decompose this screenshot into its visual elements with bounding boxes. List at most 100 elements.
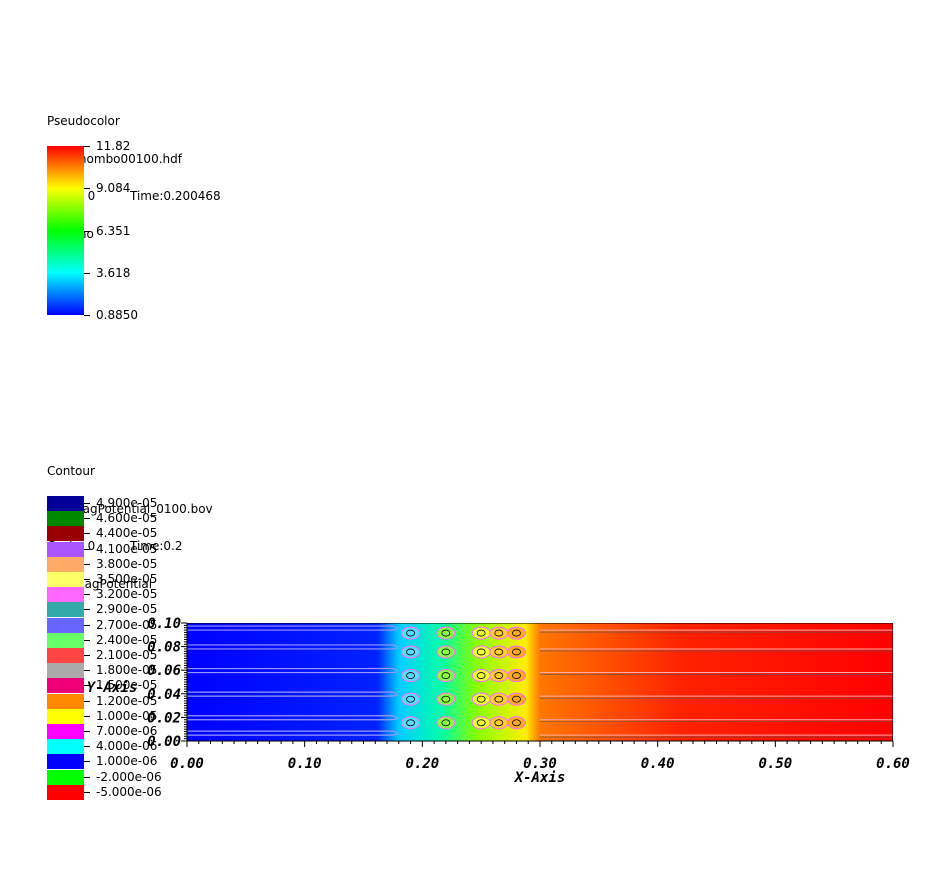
pseudocolor-tick-label: 9.084: [96, 181, 131, 196]
field-blob-core: [441, 648, 451, 656]
field-blob: [489, 692, 509, 706]
field-blob-core: [441, 719, 451, 727]
contour-level-swatch: [47, 602, 84, 618]
contour-level-swatch: [47, 724, 84, 739]
contour-level-swatch: [47, 693, 84, 709]
field-blob-core: [512, 648, 521, 656]
field-blob: [489, 716, 509, 730]
contour-level-tick: [84, 594, 90, 596]
pseudocolor-colorbar: [47, 146, 84, 315]
contour-level-label: 3.500e-05: [96, 572, 158, 586]
contour-level-label: 3.800e-05: [96, 556, 158, 571]
field-blob-core: [494, 672, 504, 679]
x-tick-label: 0.20: [405, 756, 439, 772]
contour-level-tick: [84, 746, 90, 748]
contour-level-label: 3.200e-05: [96, 587, 158, 602]
field-blob: [401, 716, 421, 730]
contour-line: [187, 730, 399, 736]
y-tick-label: 0.06: [147, 663, 181, 679]
field-blob: [401, 692, 421, 706]
pseudocolor-tick-mark: [84, 230, 90, 232]
field-blob-core: [494, 629, 504, 637]
pseudocolor-tick-mark: [84, 188, 90, 190]
contour-level-tick: [84, 579, 90, 580]
contour-level-label: 2.900e-05: [96, 602, 158, 617]
contour-level-swatch: [47, 526, 84, 542]
x-tick-label: 0.10: [288, 756, 322, 772]
field-blob-core: [441, 629, 451, 637]
field-blob-core: [494, 695, 504, 703]
y-axis-label: Y-Axis: [87, 680, 138, 696]
field-blob-core: [476, 719, 486, 727]
field-background: [187, 623, 893, 741]
field-blob: [506, 716, 526, 730]
contour-level-tick: [84, 685, 90, 687]
field-blob-core: [476, 672, 486, 679]
field-blob: [436, 645, 456, 659]
contour-level-label: 2.400e-05: [96, 632, 158, 647]
field-blob: [436, 626, 456, 640]
field-blob: [506, 669, 526, 683]
field-blob: [436, 669, 456, 683]
pseudocolor-field: [187, 623, 893, 741]
field-blob-core: [406, 672, 415, 679]
x-tick-label: 0.60: [876, 756, 910, 772]
field-blob-core: [512, 695, 521, 703]
contour-time: Time:0.2: [130, 539, 183, 553]
field-blob-core: [406, 719, 415, 727]
contour-level-label: 1.800e-05: [96, 663, 158, 678]
contour-level-label: -5.000e-06: [96, 784, 162, 799]
contour-line: [187, 625, 399, 631]
contour-level-swatch: [47, 754, 84, 770]
contour-level-swatch: [47, 708, 84, 724]
contour-level-swatch: [47, 769, 84, 785]
contour-level-tick: [84, 761, 90, 763]
field-blob-core: [476, 695, 486, 703]
pseudocolor-tick-label: 0.8850: [96, 308, 138, 322]
pseudocolor-title: Pseudocolor: [47, 114, 120, 128]
contour-level-label: 4.400e-05: [96, 526, 158, 541]
y-tick-label: 0.00: [147, 734, 181, 750]
contour-level-label: 4.100e-05: [96, 541, 158, 556]
field-blob: [436, 692, 456, 706]
pseudocolor-tick-label: 6.351: [96, 223, 131, 238]
x-tick-label: 0.00: [170, 756, 204, 772]
contour-level-label: -2.000e-06: [96, 769, 162, 784]
field-blob: [471, 645, 491, 659]
contour-level-swatch: [47, 541, 84, 557]
field-blob-core: [476, 648, 486, 656]
field-blob-core: [406, 629, 415, 637]
contour-line: [187, 644, 399, 650]
contour-level-swatch: [47, 784, 84, 800]
contour-level-label: 4.600e-05: [96, 511, 158, 526]
contour-level-label: 7.000e-06: [96, 724, 158, 738]
field-blob-core: [494, 648, 504, 656]
contour-level-tick: [84, 548, 90, 550]
contour-level-swatch: [47, 572, 84, 587]
pseudocolor-tick-label: 11.82: [96, 139, 131, 153]
field-blob-core: [406, 648, 415, 656]
contour-level-tick: [84, 563, 90, 565]
contour-level-swatch: [47, 632, 84, 648]
field-blob-core: [406, 695, 415, 703]
x-axis-label: X-Axis: [514, 770, 566, 786]
contour-level-tick: [84, 655, 90, 656]
contour-level-label: 1.500e-05: [96, 678, 158, 693]
field-blob-core: [512, 629, 521, 637]
contour-line: [187, 715, 399, 721]
contour-level-swatch: [47, 496, 84, 511]
contour-level-swatch: [47, 511, 84, 527]
field-blob: [506, 692, 526, 706]
pseudocolor-tick-mark: [84, 272, 90, 274]
field-blob: [471, 692, 491, 706]
x-tick-label: 0.50: [758, 756, 792, 772]
pseudocolor-tick-mark: [84, 146, 90, 147]
pseudocolor-time: Time:0.200468: [130, 189, 221, 203]
contour-level-swatch: [47, 617, 84, 633]
contour-level-tick: [84, 639, 90, 641]
contour-level-label: 4.900e-05: [96, 496, 158, 510]
field-blob-core: [494, 719, 504, 727]
contour-line: [187, 691, 399, 697]
y-tick-label: 0.10: [147, 616, 181, 632]
